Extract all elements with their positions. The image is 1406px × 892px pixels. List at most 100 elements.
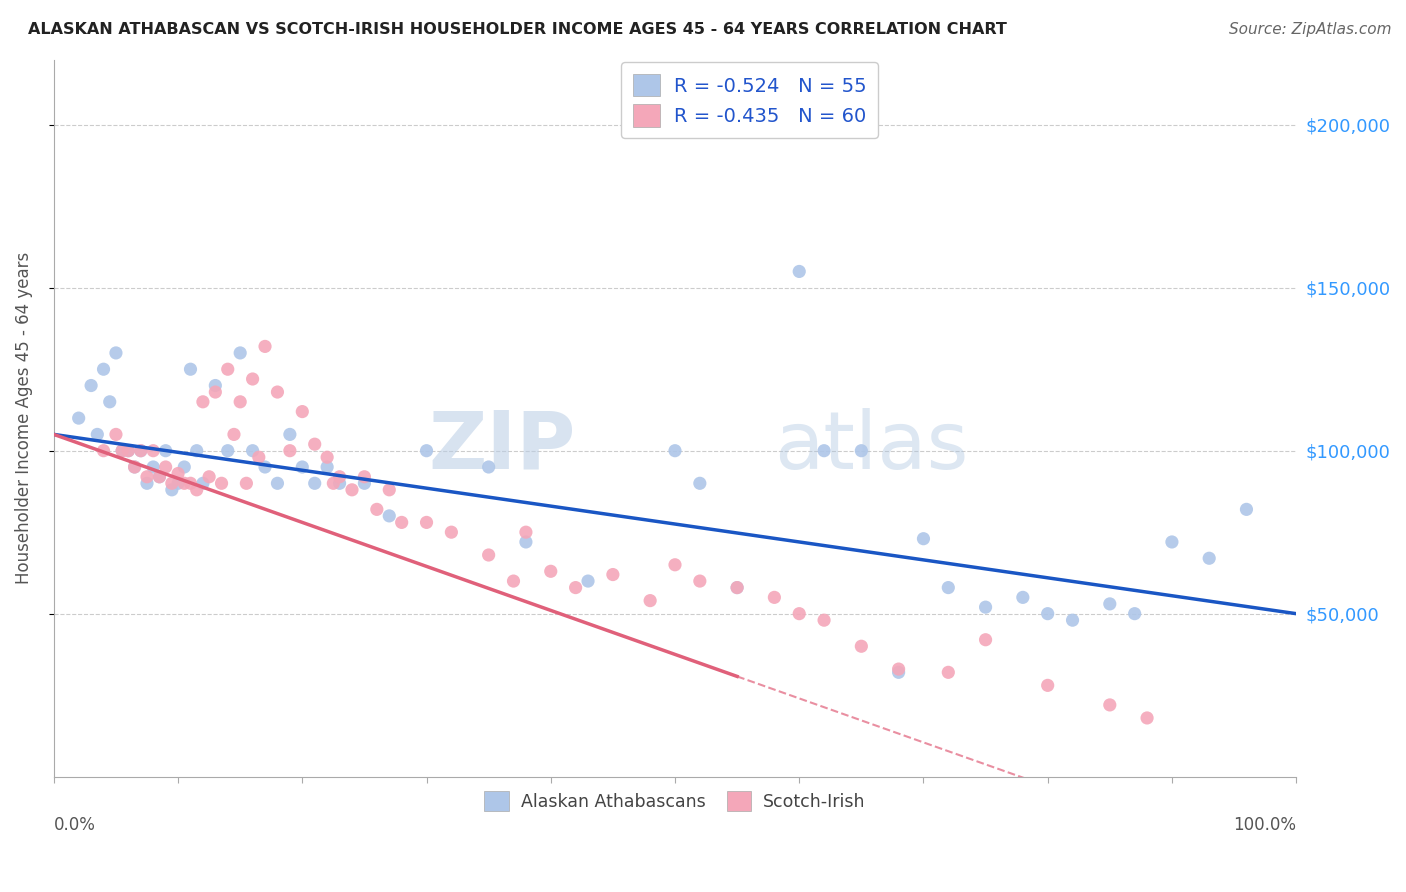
Point bbox=[222, 427, 245, 442]
Point bbox=[191, 394, 214, 409]
Point bbox=[211, 476, 233, 491]
Point bbox=[235, 476, 257, 491]
Text: 0.0%: 0.0% bbox=[53, 816, 96, 834]
Point bbox=[1198, 551, 1220, 566]
Point bbox=[80, 378, 103, 392]
Point bbox=[136, 470, 159, 484]
Point bbox=[638, 593, 661, 607]
Point bbox=[540, 564, 562, 578]
Point bbox=[689, 574, 711, 588]
Point bbox=[974, 600, 997, 615]
Point bbox=[278, 427, 301, 442]
Point bbox=[291, 404, 314, 418]
Point bbox=[155, 443, 177, 458]
Point bbox=[104, 427, 127, 442]
Point bbox=[689, 476, 711, 491]
Point bbox=[813, 443, 835, 458]
Point bbox=[1136, 711, 1159, 725]
Point bbox=[242, 443, 264, 458]
Point bbox=[155, 460, 177, 475]
Point bbox=[148, 470, 170, 484]
Point bbox=[1236, 502, 1258, 516]
Point bbox=[763, 591, 786, 605]
Point bbox=[217, 362, 239, 376]
Point bbox=[787, 607, 810, 621]
Point bbox=[253, 460, 276, 475]
Point bbox=[86, 427, 108, 442]
Point bbox=[664, 558, 686, 572]
Point bbox=[316, 460, 339, 475]
Point bbox=[329, 470, 352, 484]
Point bbox=[142, 443, 165, 458]
Point bbox=[322, 476, 344, 491]
Point bbox=[887, 665, 910, 680]
Point bbox=[1098, 597, 1121, 611]
Point bbox=[851, 443, 873, 458]
Point bbox=[304, 476, 326, 491]
Point bbox=[378, 483, 401, 497]
Point bbox=[173, 476, 195, 491]
Point bbox=[1036, 607, 1059, 621]
Point bbox=[340, 483, 363, 497]
Legend: Alaskan Athabascans, Scotch-Irish: Alaskan Athabascans, Scotch-Irish bbox=[478, 784, 873, 818]
Point bbox=[1161, 535, 1184, 549]
Point bbox=[93, 362, 115, 376]
Point bbox=[167, 476, 190, 491]
Point bbox=[1062, 613, 1084, 627]
Point bbox=[160, 483, 183, 497]
Text: ALASKAN ATHABASCAN VS SCOTCH-IRISH HOUSEHOLDER INCOME AGES 45 - 64 YEARS CORRELA: ALASKAN ATHABASCAN VS SCOTCH-IRISH HOUSE… bbox=[28, 22, 1007, 37]
Point bbox=[912, 532, 935, 546]
Point bbox=[148, 470, 170, 484]
Point bbox=[266, 476, 288, 491]
Point bbox=[576, 574, 599, 588]
Point bbox=[329, 476, 352, 491]
Point bbox=[415, 516, 437, 530]
Point bbox=[936, 665, 959, 680]
Point bbox=[186, 483, 208, 497]
Point bbox=[725, 581, 748, 595]
Point bbox=[353, 476, 375, 491]
Point bbox=[378, 508, 401, 523]
Point bbox=[179, 476, 201, 491]
Point bbox=[167, 467, 190, 481]
Point bbox=[787, 264, 810, 278]
Text: 100.0%: 100.0% bbox=[1233, 816, 1296, 834]
Point bbox=[129, 443, 152, 458]
Y-axis label: Householder Income Ages 45 - 64 years: Householder Income Ages 45 - 64 years bbox=[15, 252, 32, 584]
Point bbox=[191, 476, 214, 491]
Point bbox=[217, 443, 239, 458]
Point bbox=[117, 443, 139, 458]
Point bbox=[602, 567, 624, 582]
Point bbox=[440, 525, 463, 540]
Point bbox=[253, 339, 276, 353]
Point bbox=[124, 460, 146, 475]
Point bbox=[247, 450, 270, 465]
Point bbox=[186, 443, 208, 458]
Point bbox=[304, 437, 326, 451]
Point bbox=[93, 443, 115, 458]
Point bbox=[179, 362, 201, 376]
Point bbox=[160, 476, 183, 491]
Point bbox=[936, 581, 959, 595]
Point bbox=[173, 460, 195, 475]
Point bbox=[142, 460, 165, 475]
Point bbox=[129, 443, 152, 458]
Point bbox=[229, 394, 252, 409]
Point bbox=[124, 460, 146, 475]
Point bbox=[278, 443, 301, 458]
Point bbox=[242, 372, 264, 386]
Point bbox=[851, 640, 873, 654]
Point bbox=[366, 502, 388, 516]
Point bbox=[1098, 698, 1121, 712]
Point bbox=[104, 346, 127, 360]
Point bbox=[111, 443, 134, 458]
Point bbox=[291, 460, 314, 475]
Point bbox=[67, 411, 90, 425]
Point bbox=[564, 581, 586, 595]
Point bbox=[502, 574, 524, 588]
Text: ZIP: ZIP bbox=[429, 408, 575, 486]
Point bbox=[478, 548, 501, 562]
Point bbox=[725, 581, 748, 595]
Point bbox=[204, 385, 226, 400]
Point bbox=[198, 470, 221, 484]
